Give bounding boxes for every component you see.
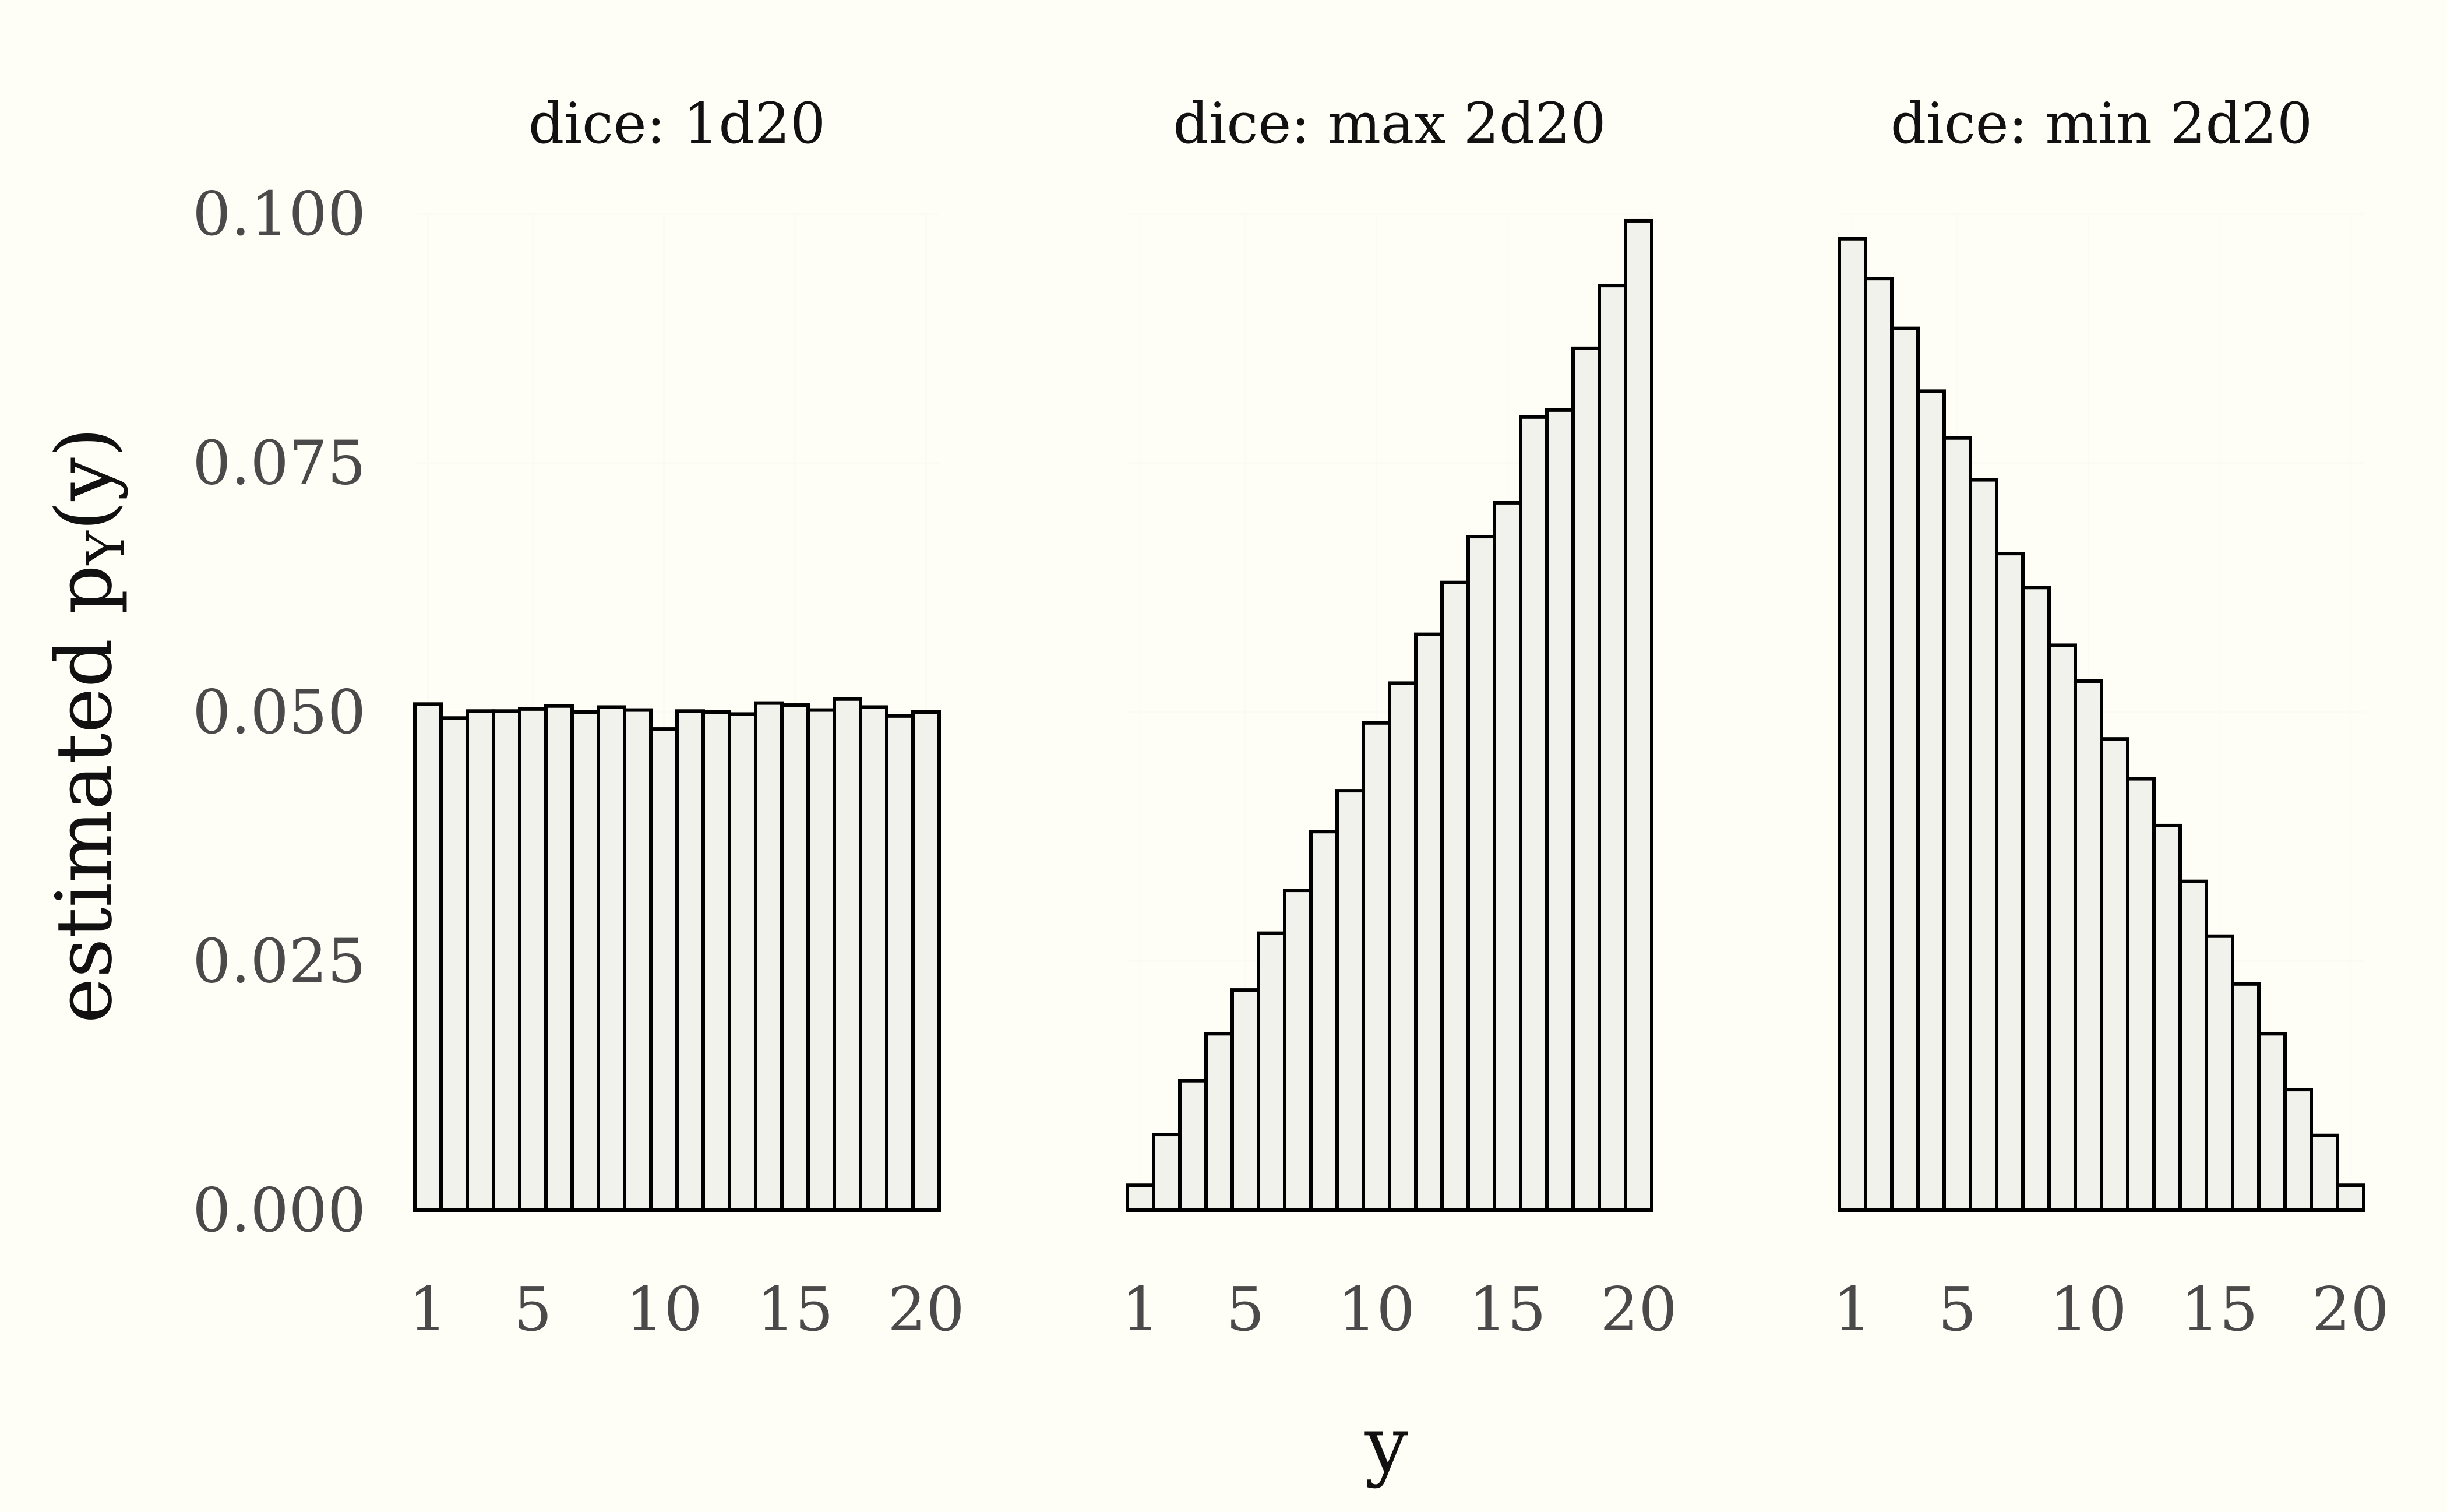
- x-tick-label: 5: [1938, 1274, 1976, 1345]
- bar: [439, 716, 469, 1212]
- bar: [675, 709, 705, 1213]
- bar: [1362, 721, 1391, 1213]
- x-tick-label: 15: [756, 1274, 833, 1345]
- y-axis-title-suffix: (y): [40, 428, 129, 531]
- bar: [701, 710, 731, 1212]
- bar: [649, 727, 679, 1212]
- bar: [1466, 535, 1496, 1212]
- bar: [911, 710, 941, 1212]
- bar: [466, 709, 495, 1213]
- bar: [492, 709, 521, 1213]
- bar: [780, 703, 810, 1212]
- x-tick-label: 15: [1469, 1274, 1546, 1345]
- bar: [518, 707, 548, 1212]
- bar: [1864, 277, 1894, 1212]
- bar: [806, 708, 836, 1212]
- bar: [2021, 586, 2051, 1212]
- bar: [1152, 1133, 1182, 1213]
- bars: [413, 218, 2365, 1213]
- bar: [1230, 988, 1260, 1212]
- bar: [728, 712, 757, 1213]
- bar: [1890, 326, 1920, 1212]
- bar: [1598, 284, 1627, 1212]
- x-tick-label: 10: [625, 1274, 702, 1345]
- bar: [1838, 237, 1867, 1212]
- bar: [1916, 389, 1946, 1212]
- panel-titles: dice: 1d20 dice: max 2d20 dice: min 2d20: [528, 91, 2312, 156]
- bar: [1309, 830, 1339, 1212]
- bar: [1126, 1183, 1155, 1212]
- bar: [2047, 643, 2077, 1213]
- x-tick-label: 1: [1121, 1274, 1159, 1345]
- bar: [859, 705, 888, 1212]
- x-tick-label: 20: [1600, 1274, 1677, 1345]
- bar: [413, 702, 443, 1212]
- bar: [885, 714, 915, 1212]
- bar: [1414, 632, 1444, 1212]
- y-axis-title-subscript: Y: [76, 530, 136, 565]
- bar: [2283, 1088, 2313, 1212]
- y-axis-title-main: estimated p: [40, 565, 129, 1023]
- x-tick-label: 20: [2312, 1274, 2389, 1345]
- bar: [1995, 552, 2025, 1212]
- bar: [833, 697, 862, 1212]
- x-tick-label: 5: [513, 1274, 552, 1345]
- bar: [1257, 931, 1286, 1212]
- bar: [1942, 436, 1972, 1212]
- bar: [1178, 1079, 1208, 1212]
- bar: [2231, 982, 2261, 1212]
- x-tick-label: 10: [2050, 1274, 2127, 1345]
- bar: [2126, 777, 2156, 1212]
- bar: [1283, 889, 1313, 1212]
- bar: [1335, 789, 1365, 1212]
- y-axis-tick-labels: 0.000 0.025 0.050 0.075 0.100: [192, 178, 366, 1246]
- bar: [1388, 681, 1418, 1213]
- x-axis-title: y: [1364, 1400, 1409, 1490]
- bar: [2152, 823, 2182, 1212]
- y-tick-label: 0.050: [192, 676, 366, 748]
- bar: [2205, 934, 2234, 1212]
- x-tick-label: 15: [2181, 1274, 2258, 1345]
- y-tick-label: 0.025: [192, 926, 366, 997]
- bar: [1440, 580, 1470, 1213]
- bar: [2336, 1183, 2365, 1212]
- x-tick-label: 20: [887, 1274, 964, 1345]
- y-tick-label: 0.000: [192, 1175, 366, 1246]
- bar: [2074, 679, 2103, 1212]
- bar: [2178, 879, 2208, 1212]
- bar: [1624, 218, 1653, 1213]
- bar: [1519, 415, 1549, 1213]
- bar: [1969, 478, 1998, 1213]
- bar: [597, 705, 626, 1212]
- bar: [2257, 1032, 2287, 1212]
- bar: [1545, 408, 1575, 1212]
- bar: [1571, 346, 1601, 1212]
- panel-title: dice: 1d20: [528, 91, 826, 156]
- y-tick-label: 0.100: [192, 178, 366, 249]
- bar: [2100, 737, 2129, 1213]
- x-axis-tick-labels: 1 5 10 15 20 1 5 10 15 20 1 5 10 15 20: [408, 1274, 2389, 1345]
- panel-title: dice: min 2d20: [1891, 91, 2312, 156]
- bar: [570, 710, 600, 1212]
- bar: [1204, 1032, 1234, 1212]
- y-tick-label: 0.075: [192, 428, 366, 499]
- x-tick-label: 1: [1833, 1274, 1871, 1345]
- x-tick-label: 1: [408, 1274, 447, 1345]
- bar: [754, 701, 784, 1212]
- y-axis-title: estimated pY(y): [40, 428, 136, 1024]
- panel-title: dice: max 2d20: [1173, 91, 1606, 156]
- bar: [544, 704, 574, 1212]
- bar: [623, 708, 653, 1212]
- bar: [2310, 1133, 2339, 1212]
- x-tick-label: 10: [1338, 1274, 1415, 1345]
- bar: [1493, 501, 1522, 1212]
- x-tick-label: 5: [1226, 1274, 1264, 1345]
